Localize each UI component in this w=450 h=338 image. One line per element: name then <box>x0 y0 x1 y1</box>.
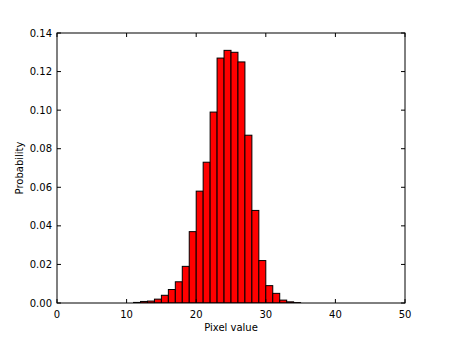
histogram-bar <box>273 293 280 303</box>
histogram-bar <box>231 52 238 303</box>
y-tick-label: 0.08 <box>30 143 52 154</box>
x-tick-label: 20 <box>190 309 203 320</box>
x-tick <box>265 299 266 303</box>
histogram-bar <box>196 191 203 303</box>
y-tick <box>57 303 61 304</box>
y-tick-right <box>401 187 405 188</box>
x-tick-top <box>196 33 197 37</box>
x-tick <box>335 299 336 303</box>
x-tick-top <box>126 33 127 37</box>
chart-container: 0 10 20 30 40 50 0.00 0.02 0.04 0.06 0.08 0.10 0.12 0… <box>0 0 450 338</box>
histogram-bar <box>266 286 273 303</box>
y-tick <box>57 225 61 226</box>
y-tick <box>57 148 61 149</box>
y-tick <box>57 187 61 188</box>
x-tick <box>405 299 406 303</box>
y-tick <box>57 110 61 111</box>
y-tick-right <box>401 303 405 304</box>
histogram-bar <box>203 162 210 303</box>
histogram-chart: 0 10 20 30 40 50 0.00 0.02 0.04 0.06 0.08 0.10 0.12 0… <box>0 0 450 338</box>
histogram-bar <box>154 299 161 303</box>
histogram-bar <box>168 290 175 304</box>
histogram-bar <box>259 261 266 303</box>
histogram-bar <box>252 210 259 303</box>
y-tick-label: 0.06 <box>30 182 52 193</box>
y-tick <box>57 33 61 34</box>
x-axis-label: Pixel value <box>204 322 258 333</box>
x-tick-label: 0 <box>54 309 60 320</box>
y-tick-right <box>401 71 405 72</box>
histogram-bar <box>217 58 224 303</box>
x-tick-top <box>335 33 336 37</box>
y-tick-label: 0.12 <box>30 66 52 77</box>
y-tick-label: 0.00 <box>30 298 52 309</box>
histogram-bar <box>182 266 189 303</box>
y-tick <box>57 71 61 72</box>
y-tick-right <box>401 264 405 265</box>
histogram-bar <box>175 282 182 303</box>
x-tick-top <box>57 33 58 37</box>
x-tick-top <box>405 33 406 37</box>
ticks: 0 10 20 30 40 50 0.00 0.02 0.04 0.06 0.08 0.10 0.12 0… <box>30 28 412 321</box>
y-tick-right <box>401 225 405 226</box>
y-tick-right <box>401 33 405 34</box>
bars <box>134 50 301 303</box>
y-tick-label: 0.04 <box>30 220 52 231</box>
x-tick <box>126 299 127 303</box>
histogram-bar <box>224 50 231 303</box>
y-axis-label: Probability <box>14 141 25 194</box>
y-tick <box>57 264 61 265</box>
histogram-bar <box>238 62 245 303</box>
x-tick-label: 40 <box>329 309 342 320</box>
y-tick-label: 0.10 <box>30 105 52 116</box>
y-tick-label: 0.02 <box>30 259 52 270</box>
histogram-bar <box>189 232 196 303</box>
x-tick <box>196 299 197 303</box>
y-tick-label: 0.14 <box>30 28 52 39</box>
plot-frame <box>57 33 405 303</box>
x-tick-label: 10 <box>120 309 133 320</box>
y-tick-right <box>401 148 405 149</box>
x-tick-label: 50 <box>399 309 412 320</box>
x-tick-top <box>265 33 266 37</box>
histogram-bar <box>161 295 168 303</box>
histogram-bar <box>210 112 217 303</box>
y-tick-right <box>401 110 405 111</box>
x-tick <box>57 299 58 303</box>
x-tick-label: 30 <box>259 309 272 320</box>
histogram-bar <box>245 135 252 303</box>
